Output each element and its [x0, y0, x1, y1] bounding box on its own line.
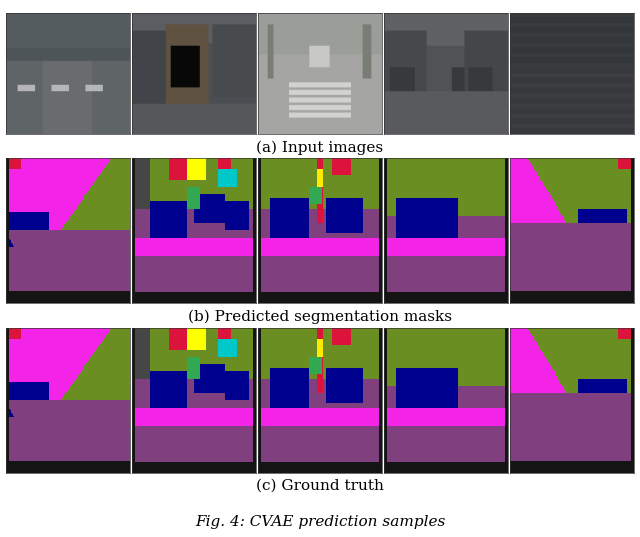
Text: Fig. 4: CVAE prediction samples: Fig. 4: CVAE prediction samples — [195, 515, 445, 529]
Text: (a) Input images: (a) Input images — [257, 140, 383, 155]
Text: (b) Predicted segmentation masks: (b) Predicted segmentation masks — [188, 309, 452, 324]
Text: (c) Ground truth: (c) Ground truth — [256, 479, 384, 493]
